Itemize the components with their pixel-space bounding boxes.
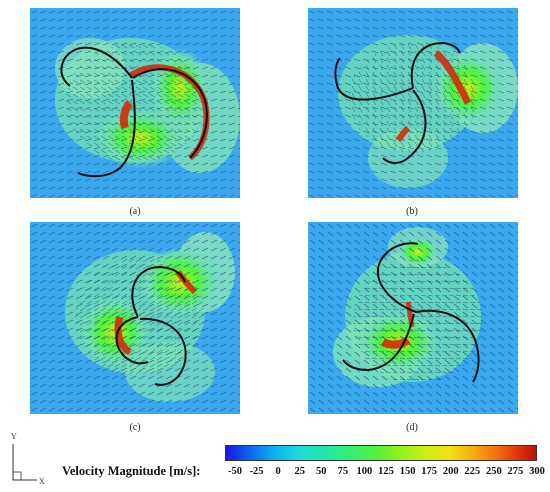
panel-caption-a: (a) [129, 206, 141, 217]
colorbar-tick: -25 [249, 466, 264, 477]
axis-y-label: Y [11, 432, 17, 441]
colorbar-tick-labels: -50 -25 0 25 50 75 100 125 150 175 200 225 250 275 300 [220, 466, 545, 480]
velocity-field-c [30, 222, 240, 414]
flow-panel-d [308, 222, 518, 414]
colorbar-tick: 275 [507, 466, 524, 477]
panel-caption-d: (d) [406, 422, 418, 433]
colorbar-tick: 300 [529, 466, 545, 477]
flow-panel-a [30, 8, 240, 198]
coordinate-axes-indicator: Y X [5, 432, 65, 487]
velocity-field-d [308, 222, 518, 414]
colorbar-tick: -50 [228, 466, 242, 477]
colorbar-tick: 250 [485, 466, 502, 477]
axes-icon [12, 444, 37, 481]
velocity-field-b [308, 8, 518, 198]
velocity-colorbar [225, 445, 537, 461]
colorbar-title: Velocity Magnitude [m/s]: [62, 464, 201, 478]
panel-caption-c: (c) [129, 422, 141, 433]
flow-panel-b [308, 8, 518, 198]
colorbar-tick: 150 [399, 466, 416, 477]
colorbar-tick: 25 [294, 466, 305, 477]
colorbar-tick: 200 [442, 466, 459, 477]
panel-caption-b: (b) [406, 206, 418, 217]
colorbar-tick: 100 [356, 466, 373, 477]
colorbar-tick: 0 [275, 466, 281, 477]
colorbar-tick: 125 [378, 466, 394, 477]
velocity-field-a [30, 8, 240, 198]
flow-panel-c [30, 222, 240, 414]
colorbar-tick: 75 [337, 466, 349, 477]
colorbar-tick: 175 [421, 466, 438, 477]
colorbar-tick: 225 [464, 466, 481, 477]
colorbar-tick: 50 [316, 466, 327, 477]
axis-x-label: X [39, 477, 45, 486]
